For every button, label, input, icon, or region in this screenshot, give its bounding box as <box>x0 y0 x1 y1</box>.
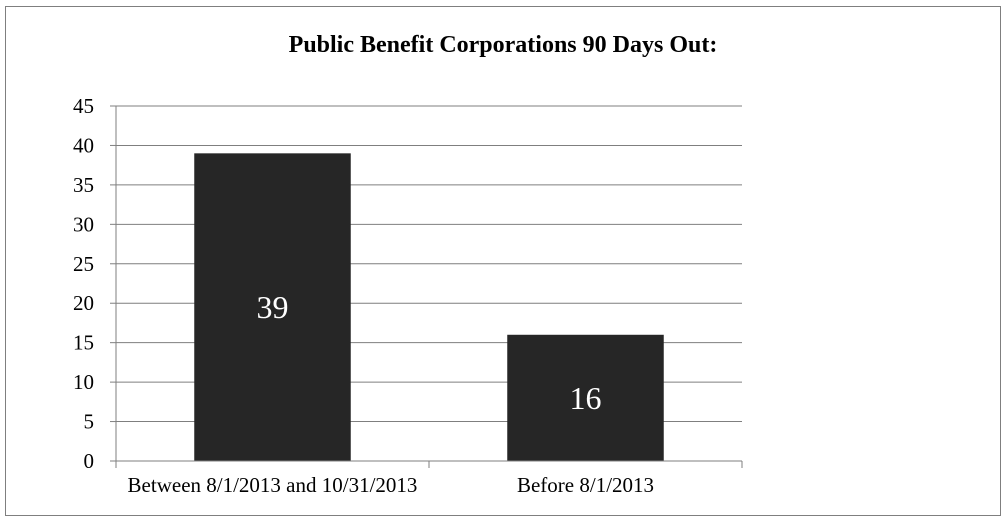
y-tick-label: 25 <box>73 252 94 276</box>
y-axis-tick-labels: 0 5 10 15 20 25 30 35 40 45 <box>73 94 94 473</box>
y-tick-label: 40 <box>73 133 94 157</box>
y-tick-label: 0 <box>84 449 95 473</box>
x-tick-label: Before 8/1/2013 <box>517 473 654 497</box>
y-tick-label: 20 <box>73 291 94 315</box>
bar-2 <box>507 334 664 461</box>
y-tick-label: 10 <box>73 370 94 394</box>
y-tick-label: 30 <box>73 212 94 236</box>
data-label: 39 <box>257 289 289 325</box>
y-tick-label: 15 <box>73 331 94 355</box>
x-tick-label: Between 8/1/2013 and 10/31/2013 <box>128 473 418 497</box>
bars <box>194 153 664 462</box>
x-axis-tick-labels: Between 8/1/2013 and 10/31/2013 Before 8/… <box>128 473 654 497</box>
chart-frame <box>5 6 1001 516</box>
data-labels: 39 16 <box>257 289 602 416</box>
y-tick-label: 45 <box>73 94 94 118</box>
axes <box>110 105 743 468</box>
data-label: 16 <box>570 380 602 416</box>
y-tick-label: 35 <box>73 173 94 197</box>
y-tick-label: 5 <box>84 410 95 434</box>
chart-title: Public Benefit Corporations 90 Days Out: <box>289 32 718 58</box>
bar-1 <box>194 153 351 462</box>
